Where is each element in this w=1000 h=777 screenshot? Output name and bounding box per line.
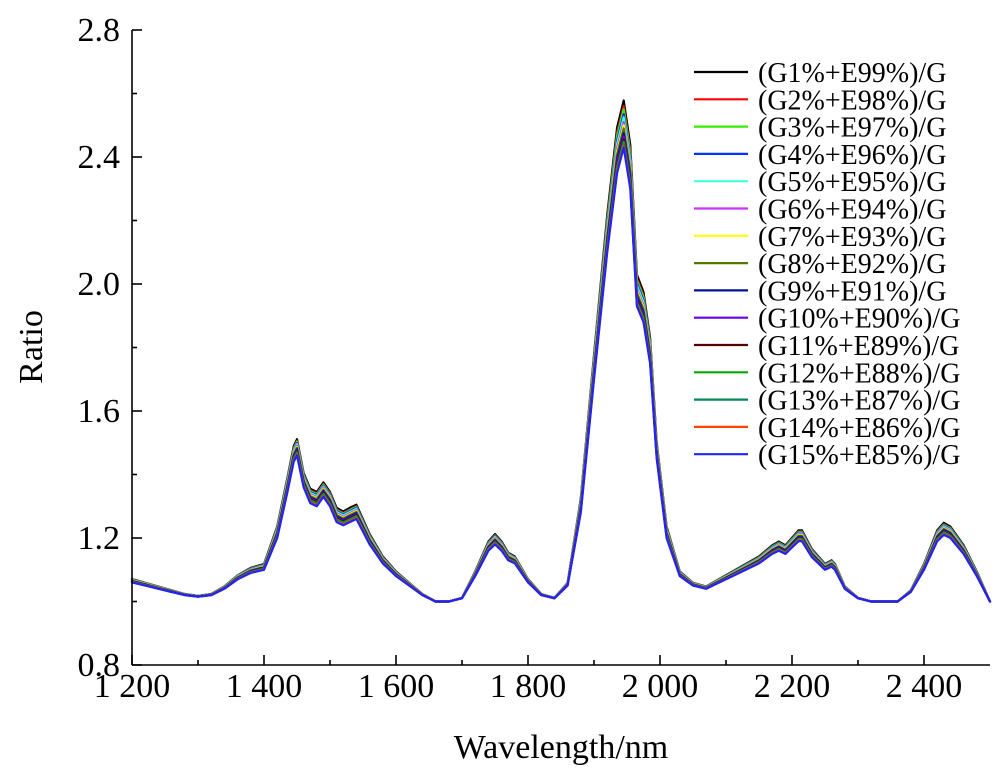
x-axis-ticks: 1 200 1 400 1 600 1 800 2 000 2 200 2 400 [94, 655, 963, 705]
x-axis-title: Wavelength/nm [454, 729, 668, 766]
legend-label: (G7%+E93%)/G [758, 222, 946, 253]
legend-label: (G1%+E99%)/G [758, 58, 946, 89]
series-layer [130, 99, 992, 603]
x-tick-label: 1 600 [358, 668, 435, 705]
legend-label: (G8%+E92%)/G [758, 249, 946, 280]
x-tick-label: 1 200 [94, 668, 171, 705]
legend-label: (G15%+E85%)/G [758, 440, 960, 471]
y-tick-label: 2.0 [78, 266, 121, 303]
y-tick-label: 2.4 [78, 139, 121, 176]
y-tick-label: 0.8 [78, 647, 121, 684]
legend-label: (G11%+E89%)/G [758, 331, 959, 362]
legend-label: (G3%+E97%)/G [758, 113, 946, 144]
y-tick-label: 1.2 [78, 520, 121, 557]
y-axis-title: Ratio [13, 310, 50, 384]
x-tick-label: 1 800 [490, 668, 567, 705]
y-axis-ticks: 0.8 1.2 1.6 2.0 2.4 2.8 [78, 12, 142, 684]
legend: (G1%+E99%)/G(G2%+E98%)/G(G3%+E97%)/G(G4%… [694, 58, 960, 471]
plot-area: 1 200 1 400 1 600 1 800 2 000 2 200 2 400 0.81… [78, 12, 992, 705]
legend-label: (G9%+E91%)/G [758, 276, 946, 307]
y-tick-label: 1.6 [78, 393, 121, 430]
legend-label: (G10%+E90%)/G [758, 304, 960, 335]
legend-label: (G14%+E86%)/G [758, 413, 960, 444]
legend-label: (G4%+E96%)/G [758, 140, 946, 171]
x-tick-label: 2 200 [754, 668, 831, 705]
x-tick-label: 2 400 [886, 668, 963, 705]
legend-label: (G13%+E87%)/G [758, 386, 960, 417]
y-tick-label: 2.8 [78, 12, 121, 49]
legend-label: (G6%+E94%)/G [758, 195, 946, 226]
legend-label: (G12%+E88%)/G [758, 358, 960, 389]
legend-label: (G2%+E98%)/G [758, 85, 946, 116]
x-tick-label: 2 000 [622, 668, 699, 705]
legend-label: (G5%+E95%)/G [758, 167, 946, 198]
x-tick-label: 1 400 [226, 668, 303, 705]
series-line [130, 146, 992, 603]
